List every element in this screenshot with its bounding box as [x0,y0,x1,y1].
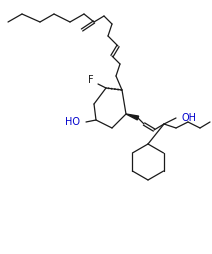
Polygon shape [126,114,139,120]
Text: HO: HO [64,117,80,127]
Text: OH: OH [182,113,197,123]
Text: F: F [88,75,94,85]
